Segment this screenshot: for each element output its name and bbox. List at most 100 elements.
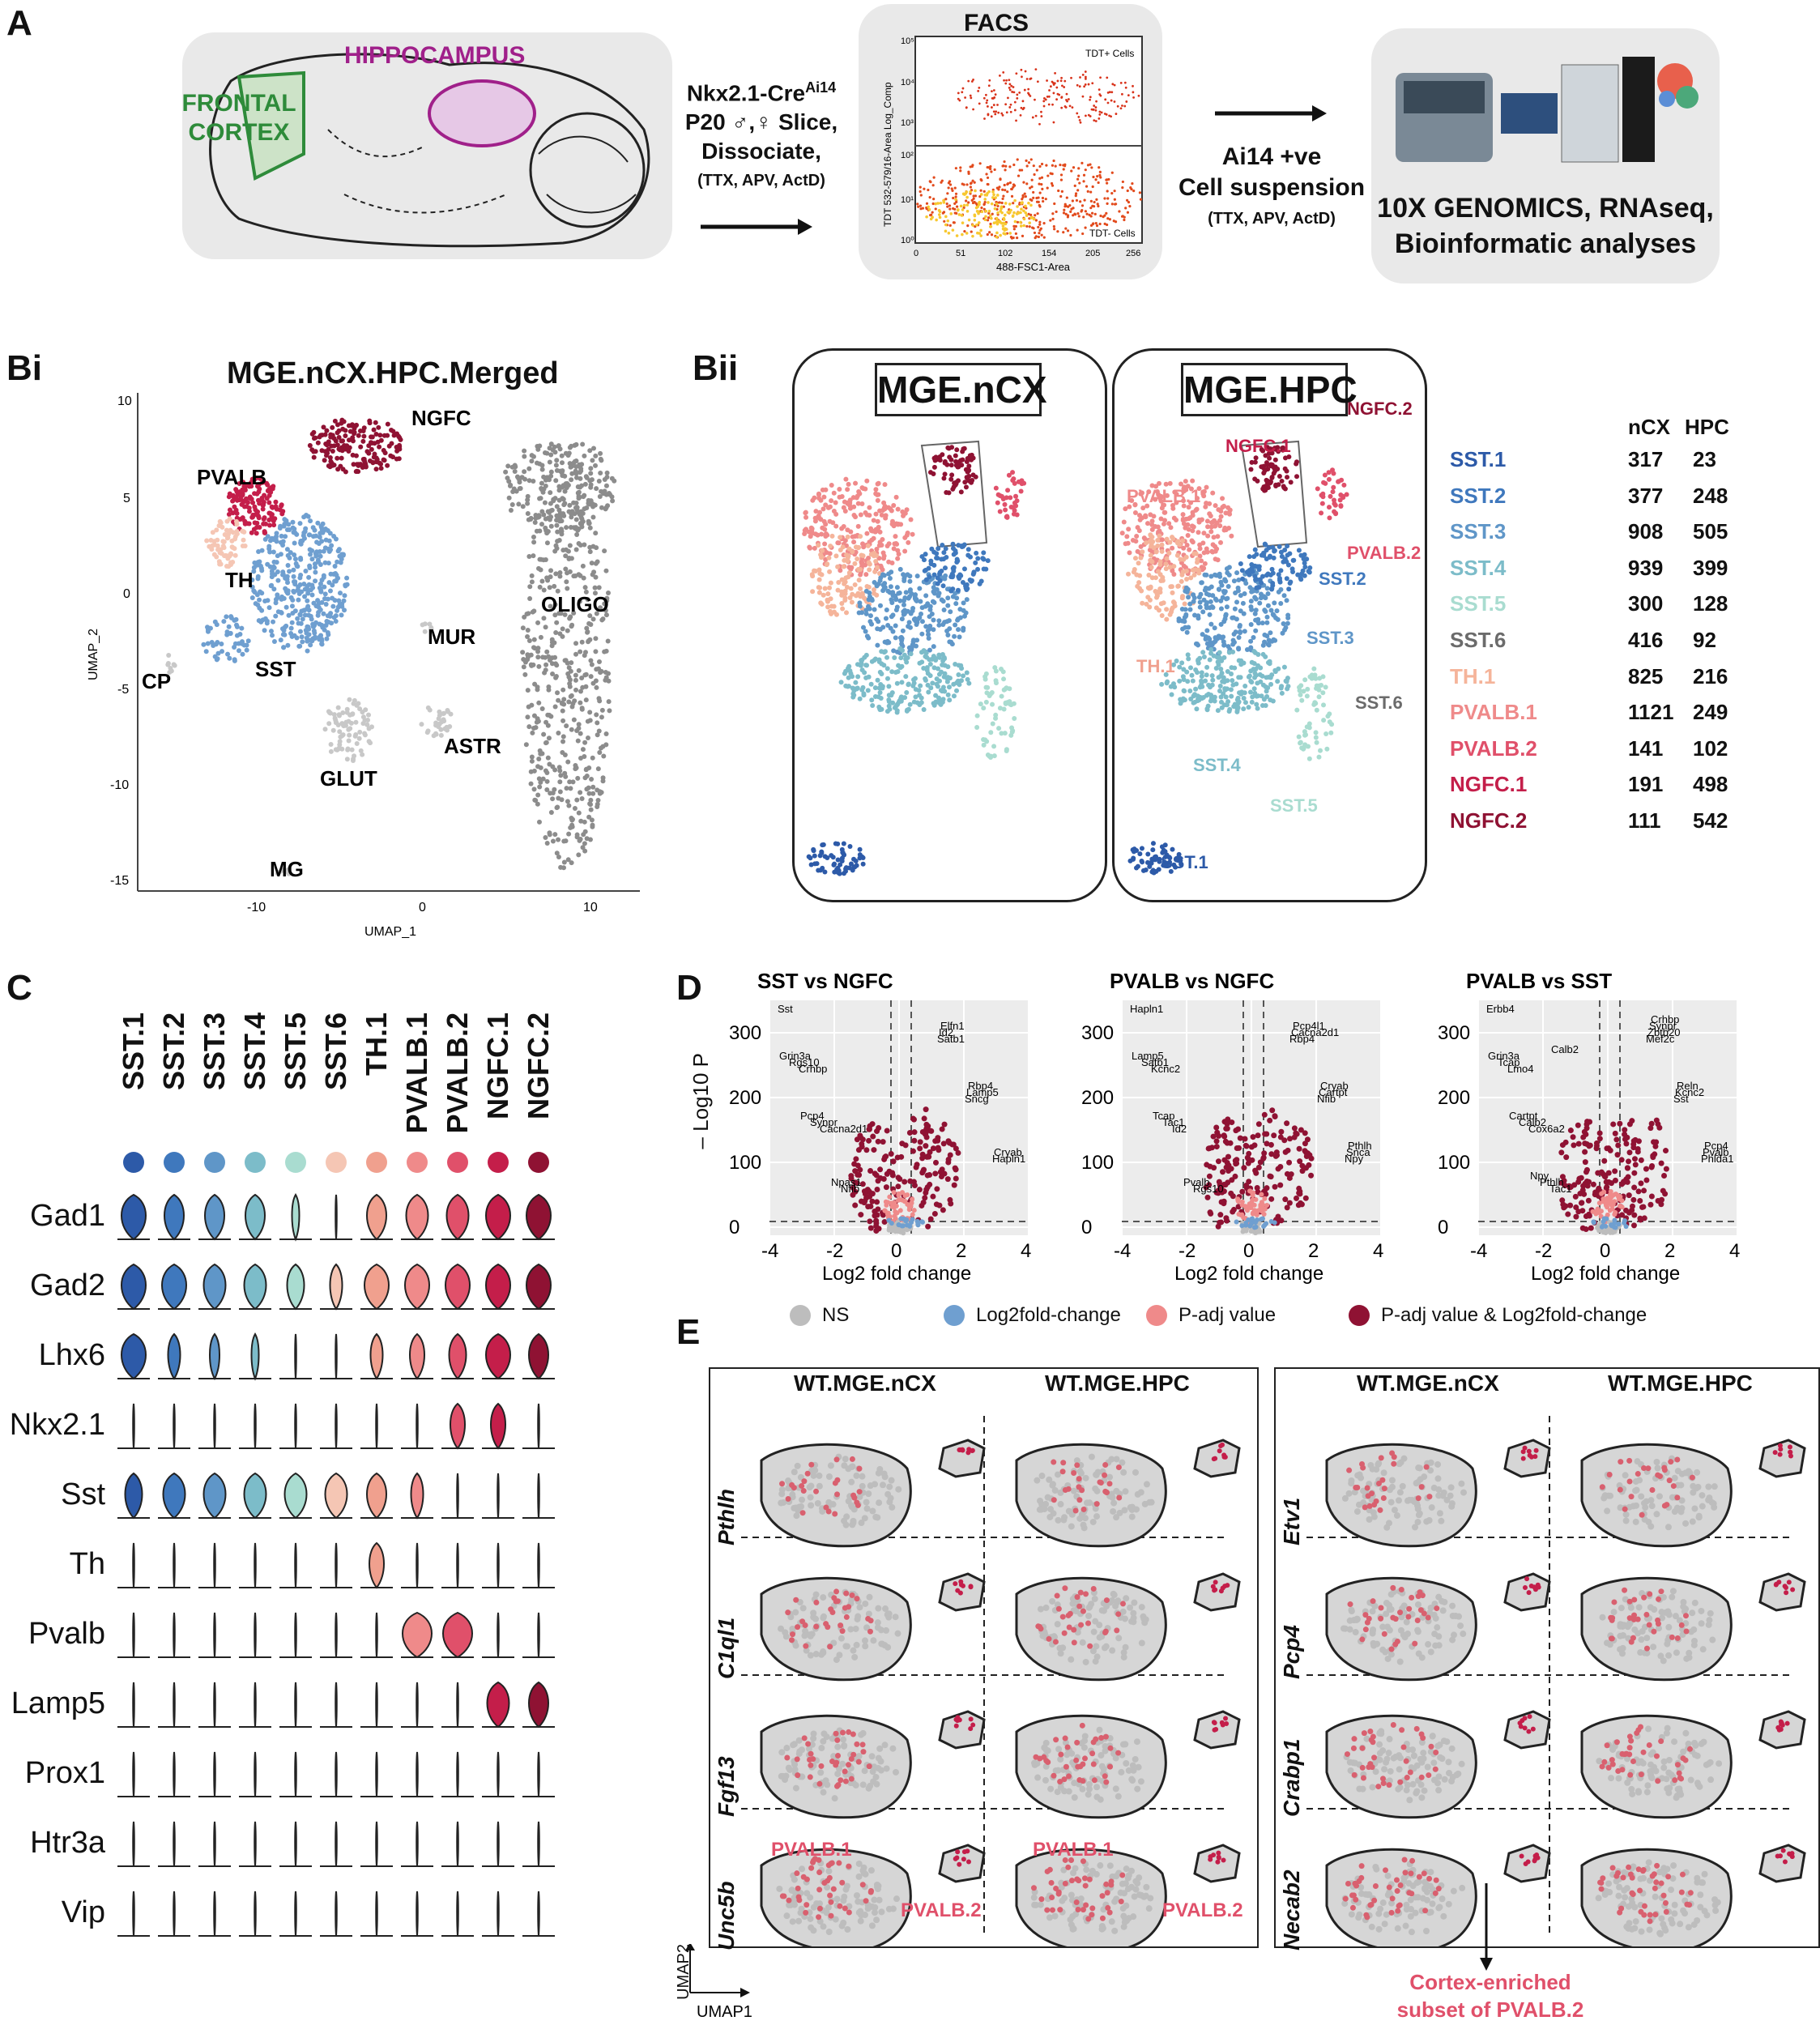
- cluster-cell: [860, 861, 866, 867]
- cluster-cell: [1204, 484, 1209, 490]
- cluster-cell: [1301, 688, 1306, 694]
- ngfc-cell: [330, 424, 335, 430]
- oligo-cell: [561, 502, 567, 508]
- oligo-cell: [554, 467, 560, 473]
- cluster-cell: [1341, 482, 1347, 488]
- facs-event: [1012, 211, 1016, 215]
- cluster-cell: [983, 699, 989, 705]
- cluster-cell: [826, 555, 832, 561]
- cluster-cell: [839, 855, 845, 861]
- sst-cell: [335, 608, 340, 613]
- oligo-cell: [509, 501, 515, 507]
- cluster-cell: [968, 554, 974, 560]
- oligo-cell: [545, 509, 551, 514]
- sst-cell: [203, 649, 209, 654]
- sst-cell: [330, 603, 336, 609]
- glut-cell: [354, 740, 360, 746]
- facs-event: [970, 96, 973, 100]
- sst-cell: [322, 584, 327, 590]
- cluster-cell: [1225, 595, 1230, 601]
- facs-event: [1027, 87, 1030, 91]
- facs-event: [1008, 232, 1012, 235]
- facs-event: [996, 104, 999, 106]
- glut-cell: [358, 748, 364, 753]
- cluster-cell: [1159, 542, 1165, 548]
- facs-event: [965, 183, 969, 186]
- cluster-cell: [1288, 480, 1294, 485]
- cluster-dot: [245, 1152, 266, 1173]
- pvalb-cell: [254, 531, 259, 536]
- cluster-cell: [900, 647, 906, 653]
- facs-event: [1037, 196, 1040, 199]
- facs-event: [1059, 79, 1063, 83]
- oligo-cell: [561, 513, 567, 518]
- cluster-cell: [1172, 489, 1178, 495]
- oligo-cell: [553, 571, 559, 577]
- cluster-cell: [1288, 579, 1294, 585]
- cluster-cell: [1143, 514, 1149, 520]
- sst-cell: [297, 521, 303, 526]
- facs-event: [990, 115, 993, 118]
- facs-event: [947, 231, 951, 235]
- cluster-cell: [899, 641, 905, 646]
- oligo-cell: [582, 542, 587, 548]
- cluster-cell: [1252, 476, 1258, 482]
- cluster-cell: [1285, 620, 1290, 626]
- ngfc-cell: [350, 438, 356, 444]
- cluster-cell: [1253, 628, 1259, 633]
- cluster-cell: [1302, 677, 1308, 683]
- astr-cell: [433, 720, 439, 726]
- oligo-cell: [536, 776, 542, 782]
- cluster-cell: [1199, 670, 1204, 676]
- cluster-cell: [950, 586, 956, 592]
- cluster-cell: [865, 543, 871, 548]
- facs-event: [1068, 104, 1072, 108]
- cluster-cell: [999, 731, 1004, 736]
- cluster-cell: [1309, 676, 1315, 681]
- oligo-cell: [599, 488, 604, 494]
- cluster-cell: [956, 627, 961, 633]
- cluster-name: PVALB.2: [1450, 735, 1537, 761]
- oligo-cell: [528, 662, 534, 667]
- cluster-cell: [1256, 584, 1262, 590]
- glut-cell: [335, 723, 341, 728]
- pvalb-cell: [233, 487, 239, 492]
- facs-event: [1125, 198, 1129, 202]
- facs-event: [973, 218, 977, 222]
- violin: [335, 1403, 338, 1449]
- cluster-cell: [1191, 692, 1197, 697]
- oligo-cell: [563, 547, 569, 552]
- facs-event: [1034, 219, 1038, 222]
- oligo-cell: [580, 684, 586, 690]
- oligo-cell: [555, 539, 560, 544]
- facs-event: [1078, 118, 1081, 122]
- oligo-cell: [527, 595, 533, 601]
- facs-event: [1094, 178, 1098, 181]
- cluster-cell: [971, 569, 977, 575]
- oligo-cell: [578, 475, 583, 481]
- pvalb-cell: [256, 515, 262, 521]
- sst-cell: [335, 559, 340, 565]
- cluster-cell: [871, 518, 876, 523]
- cluster-cell: [893, 607, 899, 612]
- sst-cell: [292, 526, 297, 531]
- th-cell: [241, 537, 246, 543]
- oligo-cell: [563, 553, 569, 559]
- cluster-cell: [1149, 526, 1155, 532]
- oligo-cell: [574, 505, 580, 510]
- facs-event: [1057, 189, 1060, 193]
- cluster-cell: [822, 586, 828, 591]
- oligo-cell: [547, 446, 552, 451]
- facs-event: [946, 205, 949, 208]
- facs-event: [1081, 73, 1085, 76]
- cluster-cell: [893, 593, 898, 599]
- oligo-cell: [525, 714, 531, 720]
- facs-event: [927, 207, 931, 211]
- hpc-count: 498: [1693, 772, 1728, 797]
- facs-event: [1034, 114, 1038, 117]
- ngfc-cell: [377, 444, 382, 450]
- sst-cell: [313, 533, 319, 539]
- oligo-cell: [554, 850, 560, 856]
- facs-event: [1097, 204, 1100, 208]
- cluster-cell: [1238, 608, 1243, 614]
